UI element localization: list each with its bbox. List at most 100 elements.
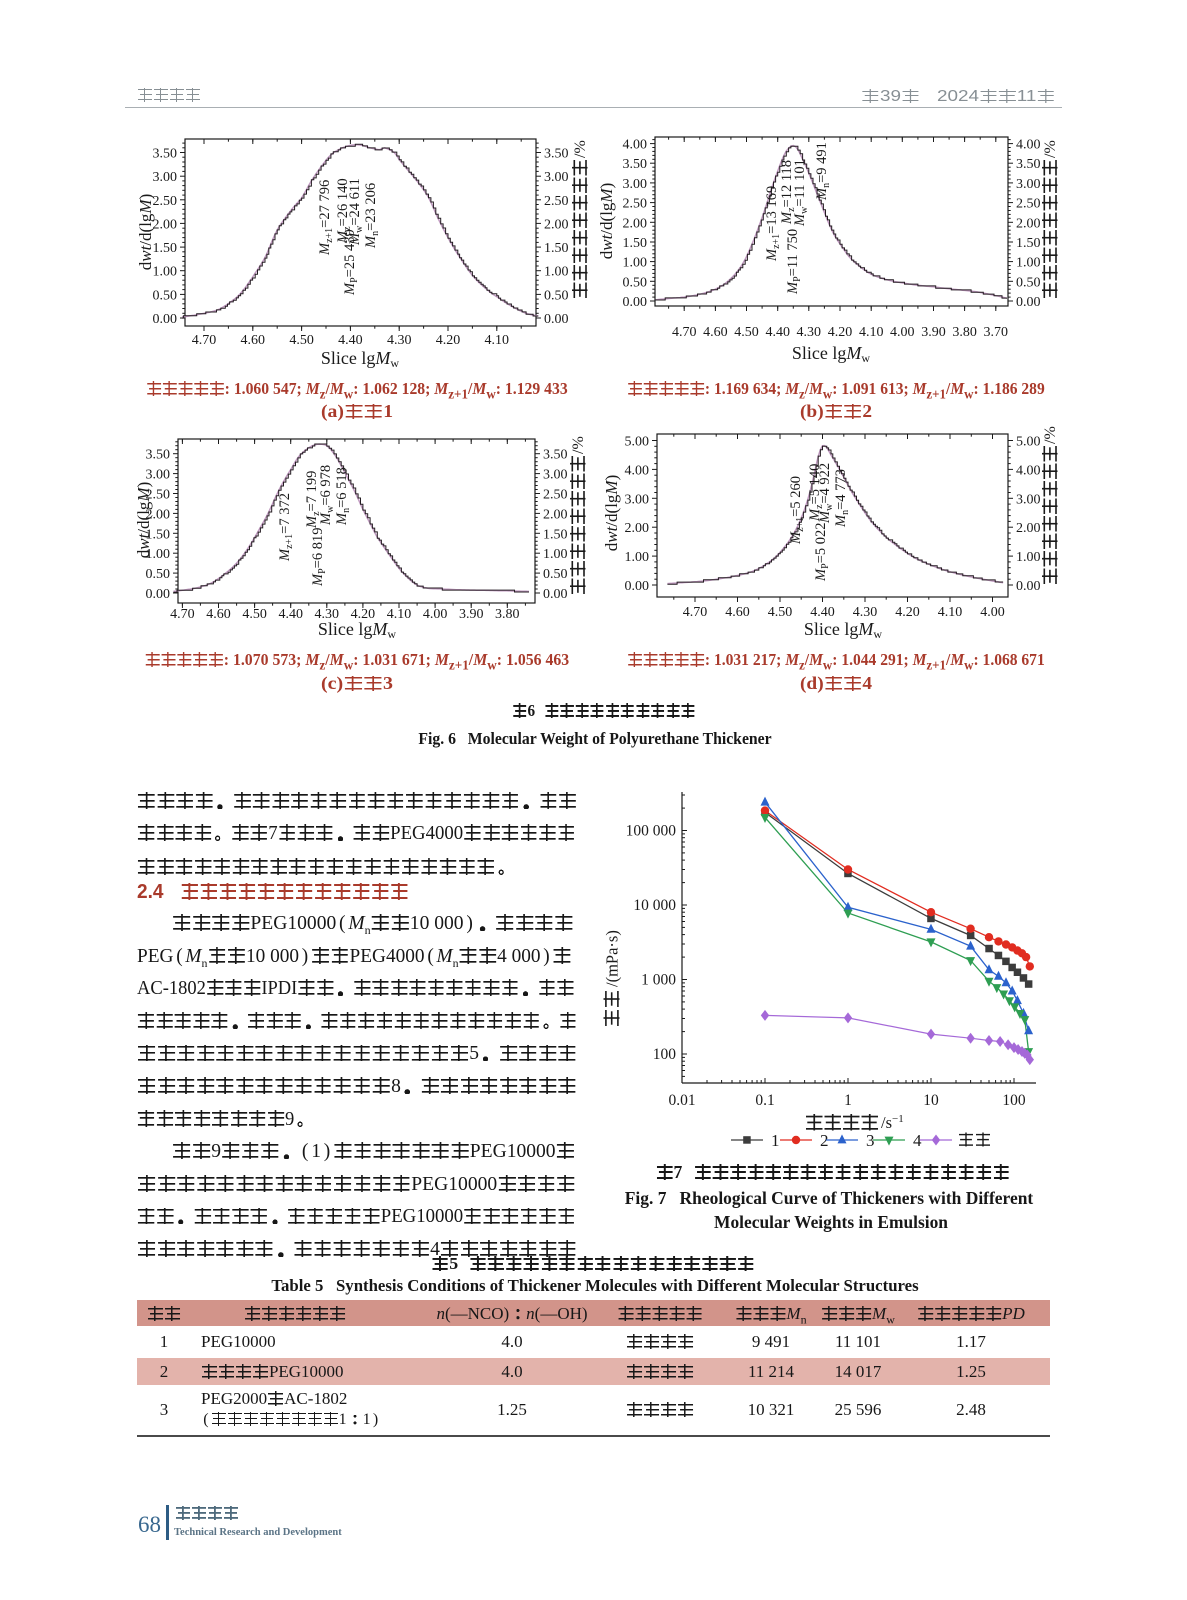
svg-text:/(mPa·s): /(mPa·s)	[603, 930, 622, 987]
svg-text:3.00: 3.00	[1016, 492, 1041, 507]
svg-text:Mn=23 206: Mn=23 206	[363, 183, 381, 249]
svg-text:4.00: 4.00	[980, 605, 1005, 620]
svg-text:4.50: 4.50	[242, 607, 267, 622]
svg-text:Mn=4 773: Mn=4 773	[833, 469, 851, 528]
svg-text:MP=25 439: MP=25 439	[342, 229, 360, 296]
svg-text:MP=6 819: MP=6 819	[310, 528, 328, 587]
svg-text:1.00: 1.00	[544, 265, 569, 280]
svg-text:1.00: 1.00	[543, 547, 568, 562]
svg-text:2.50: 2.50	[544, 194, 569, 209]
svg-text:0.00: 0.00	[543, 587, 568, 602]
svg-text:3.90: 3.90	[459, 607, 484, 622]
svg-text:Mn=6 518: Mn=6 518	[334, 467, 352, 526]
svg-text:4.10: 4.10	[485, 333, 510, 348]
svg-text:4.10: 4.10	[859, 325, 884, 340]
svg-text:Mz=5 140: Mz=5 140	[807, 464, 825, 522]
svg-text:Mw=11 101: Mw=11 101	[792, 159, 810, 227]
svg-text:4.70: 4.70	[192, 333, 217, 348]
svg-text:4.60: 4.60	[725, 605, 750, 620]
svg-text:4.20: 4.20	[828, 325, 853, 340]
svg-text:2.50: 2.50	[1016, 197, 1041, 212]
svg-text:2.50: 2.50	[146, 488, 171, 503]
svg-text:Slice lgMw: Slice lgMw	[321, 348, 400, 370]
svg-text:Mw=4 922: Mw=4 922	[817, 463, 835, 524]
svg-text:5.00: 5.00	[625, 435, 650, 450]
svg-text:100: 100	[1002, 1092, 1026, 1109]
svg-text:0.50: 0.50	[153, 288, 178, 303]
svg-text:3.50: 3.50	[1016, 157, 1041, 172]
svg-text:Slice lgMw: Slice lgMw	[318, 619, 397, 641]
svg-text:4.00: 4.00	[890, 325, 915, 340]
svg-text:4.20: 4.20	[895, 605, 920, 620]
svg-text:1.50: 1.50	[1016, 236, 1041, 251]
svg-text:1: 1	[771, 1131, 780, 1150]
svg-text:4.60: 4.60	[206, 607, 231, 622]
svg-text:4.00: 4.00	[623, 138, 648, 153]
svg-text:1.00: 1.00	[153, 265, 178, 280]
svg-text:4.30: 4.30	[315, 607, 340, 622]
svg-text:3.50: 3.50	[146, 448, 171, 463]
svg-text:0.50: 0.50	[544, 288, 569, 303]
svg-text:2.00: 2.00	[1016, 216, 1041, 231]
svg-text:3.00: 3.00	[544, 170, 569, 185]
svg-text:/%: /%	[572, 140, 589, 158]
svg-text:3.00: 3.00	[623, 177, 648, 192]
svg-text:Mz+1=7 372: Mz+1=7 372	[277, 493, 295, 562]
svg-text:3.50: 3.50	[623, 157, 648, 172]
svg-text:4.70: 4.70	[683, 605, 708, 620]
svg-text:10 000: 10 000	[633, 897, 676, 914]
svg-text:dwt/d(lgM): dwt/d(lgM)	[136, 194, 155, 271]
svg-text:0.50: 0.50	[146, 567, 171, 582]
svg-text:/s−1: /s−1	[881, 1113, 904, 1132]
svg-text:2.00: 2.00	[623, 216, 648, 231]
svg-text:4.40: 4.40	[338, 333, 363, 348]
svg-text:1 000: 1 000	[641, 972, 676, 989]
svg-text:0.00: 0.00	[544, 312, 569, 327]
svg-text:4: 4	[913, 1131, 922, 1150]
svg-text:1.00: 1.00	[623, 256, 648, 271]
svg-text:5.00: 5.00	[1016, 435, 1041, 450]
svg-text:4.50: 4.50	[768, 605, 793, 620]
svg-text:2.00: 2.00	[544, 217, 569, 232]
svg-text:1.50: 1.50	[543, 527, 568, 542]
svg-text:4.70: 4.70	[170, 607, 195, 622]
svg-text:4.50: 4.50	[289, 333, 314, 348]
svg-text:4.40: 4.40	[765, 325, 790, 340]
svg-text:dwt/d(lgM): dwt/d(lgM)	[602, 475, 621, 552]
svg-text:Mw=24 611: Mw=24 611	[347, 178, 365, 246]
svg-text:4.20: 4.20	[351, 607, 376, 622]
svg-text:3.00: 3.00	[625, 492, 650, 507]
svg-text:4.20: 4.20	[436, 333, 461, 348]
svg-text:Mz+1=27 796: Mz+1=27 796	[317, 180, 335, 256]
svg-text:4.60: 4.60	[703, 325, 728, 340]
svg-text:Mz=7 199: Mz=7 199	[304, 471, 322, 529]
svg-text:Mn=9 491: Mn=9 491	[814, 142, 832, 201]
svg-text:Slice lgMw: Slice lgMw	[792, 343, 871, 365]
svg-text:2.50: 2.50	[623, 197, 648, 212]
svg-text:0.50: 0.50	[1016, 275, 1041, 290]
svg-text:2: 2	[820, 1131, 829, 1150]
svg-text:4.10: 4.10	[938, 605, 963, 620]
svg-text:4.00: 4.00	[1016, 138, 1041, 153]
svg-text:100: 100	[653, 1046, 677, 1063]
svg-text:/%: /%	[1042, 140, 1059, 158]
svg-text:100 000: 100 000	[626, 823, 677, 840]
svg-text:MP=11 750: MP=11 750	[785, 229, 803, 295]
svg-text:2.00: 2.00	[1016, 521, 1041, 536]
svg-text:0.00: 0.00	[1016, 579, 1041, 594]
svg-text:3.00: 3.00	[1016, 177, 1041, 192]
svg-text:2.50: 2.50	[543, 488, 568, 503]
svg-text:1.50: 1.50	[146, 527, 171, 542]
svg-text:Mz=26 140: Mz=26 140	[335, 178, 353, 244]
svg-text:4.00: 4.00	[423, 607, 448, 622]
svg-text:1.00: 1.00	[625, 550, 650, 565]
svg-text:0.50: 0.50	[623, 275, 648, 290]
svg-text:Mw=6 978: Mw=6 978	[318, 465, 336, 526]
svg-text:3.00: 3.00	[153, 170, 178, 185]
svg-text:4.10: 4.10	[387, 607, 412, 622]
svg-text:Slice lgMw: Slice lgMw	[804, 619, 883, 641]
svg-text:2.50: 2.50	[153, 194, 178, 209]
svg-text:/%: /%	[1042, 426, 1059, 444]
svg-text:dwt/d(lgM): dwt/d(lgM)	[134, 482, 153, 559]
svg-text:0.00: 0.00	[623, 295, 648, 310]
